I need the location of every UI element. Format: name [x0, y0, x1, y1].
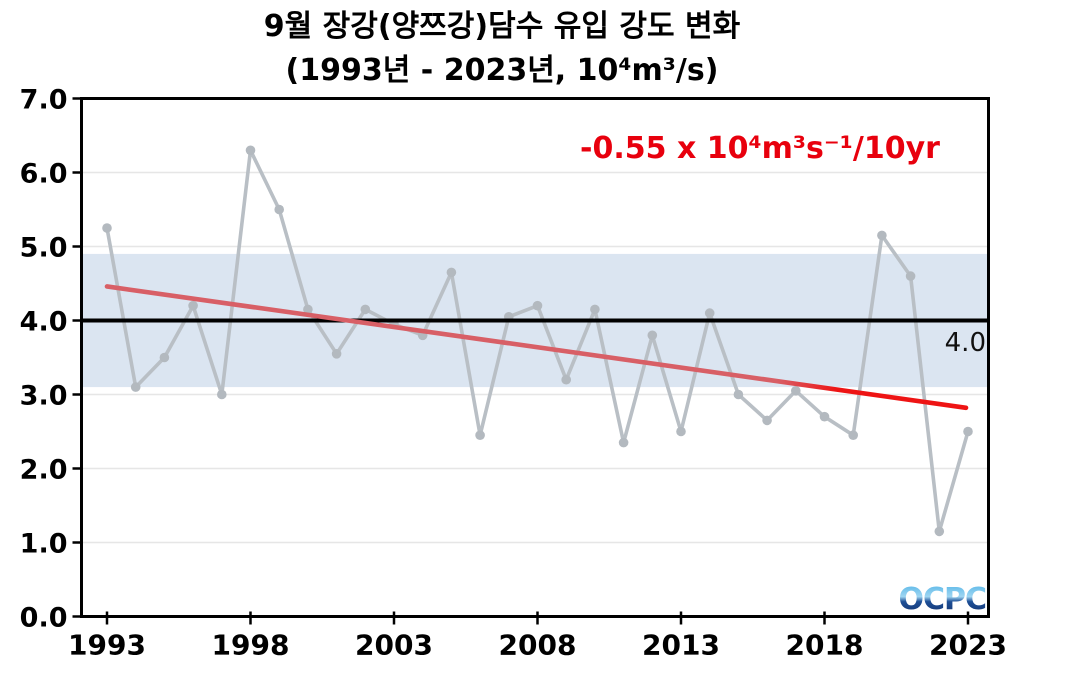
- x-tick-label: 1998: [212, 629, 290, 662]
- chart-subtitle: (1993년 - 2023년, 10⁴m³/s): [286, 53, 719, 88]
- y-tick-label: 4.0: [20, 307, 68, 338]
- mean-line-label: 4.0: [945, 328, 986, 358]
- data-point-2009: [561, 374, 571, 385]
- y-tick-label: 0.0: [20, 603, 68, 634]
- data-point-2016: [762, 415, 772, 426]
- ocpc-logo: OCPC: [898, 582, 986, 617]
- data-point-2001: [331, 349, 342, 359]
- data-point-2023: [963, 426, 973, 437]
- data-point-1996: [188, 300, 198, 311]
- data-point-2005: [446, 267, 457, 278]
- data-point-1993: [102, 223, 112, 233]
- data-point-2012: [647, 330, 658, 341]
- y-tick-label: 1.0: [20, 529, 68, 560]
- x-tick-label: 2023: [929, 629, 1007, 662]
- data-point-1999: [274, 204, 285, 215]
- data-point-2020: [877, 230, 887, 241]
- chart-title: 9월 장강(양쯔강)담수 유입 강도 변화: [264, 9, 741, 44]
- data-point-2015: [733, 389, 744, 400]
- y-tick-label: 2.0: [20, 455, 68, 486]
- y-tick-label: 7.0: [20, 85, 68, 116]
- data-point-2014: [704, 308, 715, 318]
- trend-annotation: -0.55 x 10⁴m³s⁻¹/10yr: [580, 131, 940, 166]
- data-point-2021: [905, 271, 916, 281]
- data-point-2010: [590, 304, 600, 315]
- x-tick-label: 2003: [355, 629, 433, 662]
- x-tick-label: 1993: [68, 629, 146, 662]
- y-tick-label: 3.0: [20, 381, 68, 412]
- y-tick-label: 6.0: [20, 159, 68, 190]
- data-point-2019: [848, 430, 858, 441]
- data-point-2011: [618, 437, 629, 448]
- data-point-2022: [934, 526, 945, 537]
- data-point-2017: [791, 386, 801, 396]
- data-point-2002: [360, 304, 371, 315]
- data-point-1998: [245, 145, 256, 156]
- y-tick-label: 5.0: [20, 233, 68, 264]
- data-point-2018: [819, 411, 830, 422]
- x-tick-label: 2008: [499, 629, 577, 662]
- data-point-2006: [475, 430, 485, 441]
- data-point-2013: [676, 426, 686, 437]
- plot-area: 0.0 1.0 2.0 3.0 4.0 5.0 6.0 7.0 1993 1998 2003 2008…: [20, 85, 1007, 662]
- trend-line: [104, 284, 969, 411]
- plot-frame: [80, 97, 990, 618]
- x-tick-label: 2018: [786, 629, 864, 662]
- data-point-1997: [217, 389, 227, 400]
- data-point-1995: [159, 352, 170, 363]
- x-tick-label: 2013: [642, 629, 720, 662]
- data-point-2000: [303, 304, 313, 315]
- data-point-1994: [130, 382, 141, 392]
- data-point-2008: [532, 300, 543, 311]
